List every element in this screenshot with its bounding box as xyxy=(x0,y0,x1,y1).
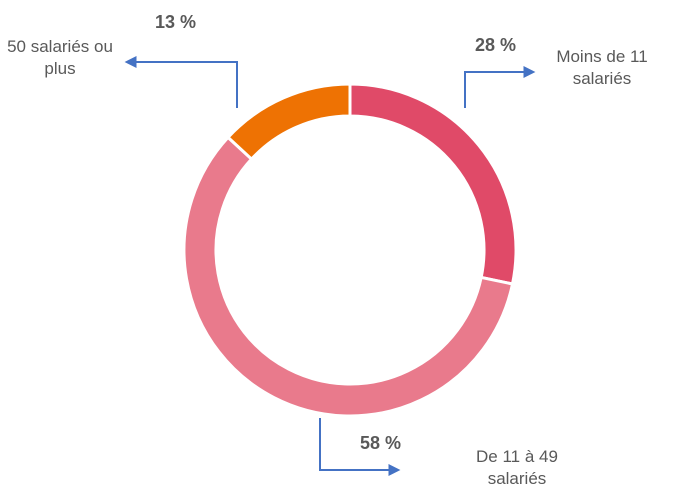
category-label: 50 salariés ou plus xyxy=(7,37,113,78)
category-label: De 11 à 49 salariés xyxy=(476,447,558,488)
value-label: 58 % xyxy=(360,433,402,453)
callout-arrow xyxy=(464,66,536,108)
category-label: Moins de 11 salariés xyxy=(556,47,648,88)
callout-arrow xyxy=(124,56,238,108)
donut-slice xyxy=(182,135,515,418)
donut-slice xyxy=(225,82,352,162)
callout-arrow xyxy=(319,418,401,476)
value-label: 13 % xyxy=(155,12,197,32)
donut-slice xyxy=(348,82,518,286)
slices xyxy=(182,82,518,418)
value-label: 28 % xyxy=(475,35,517,55)
